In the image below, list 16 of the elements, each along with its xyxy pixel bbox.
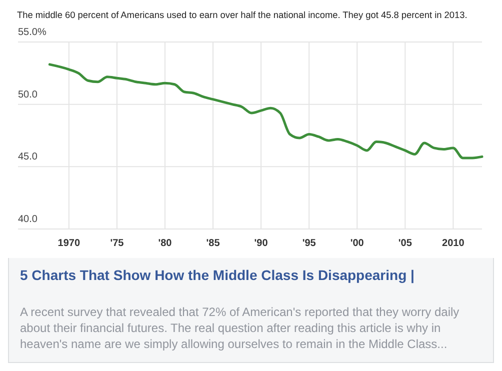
x-tick-label: '00: [350, 238, 364, 249]
y-tick-label: 45.0: [18, 152, 38, 163]
y-tick-label: 55.0%: [18, 27, 46, 38]
x-tick-label: '05: [398, 238, 412, 249]
x-tick-label: '85: [206, 238, 220, 249]
x-tick-label: '90: [254, 238, 268, 249]
x-tick-label: 2010: [442, 238, 465, 249]
x-tick-label: '95: [302, 238, 316, 249]
x-tick-label: '75: [110, 238, 124, 249]
y-tick-label: 50.0: [18, 89, 38, 100]
text: A recent survey that revealed that 72% of American's reported that they worry daily about their financial futures. The real question after reading this article is why in heaven's name are we simply allowing ourselves to remain in the Middle Class...: [20, 304, 460, 352]
chart-title: The middle 60 percent of Americans used to earn over half the national income. They got 45.8 percent in 2013.: [17, 10, 468, 20]
y-tick-label: 40.0: [18, 214, 38, 225]
text: 5 Charts That Show How the Middle Class Is Disappearing |: [20, 266, 416, 284]
x-tick-label: 1970: [58, 238, 80, 249]
x-tick-label: '80: [158, 238, 172, 249]
